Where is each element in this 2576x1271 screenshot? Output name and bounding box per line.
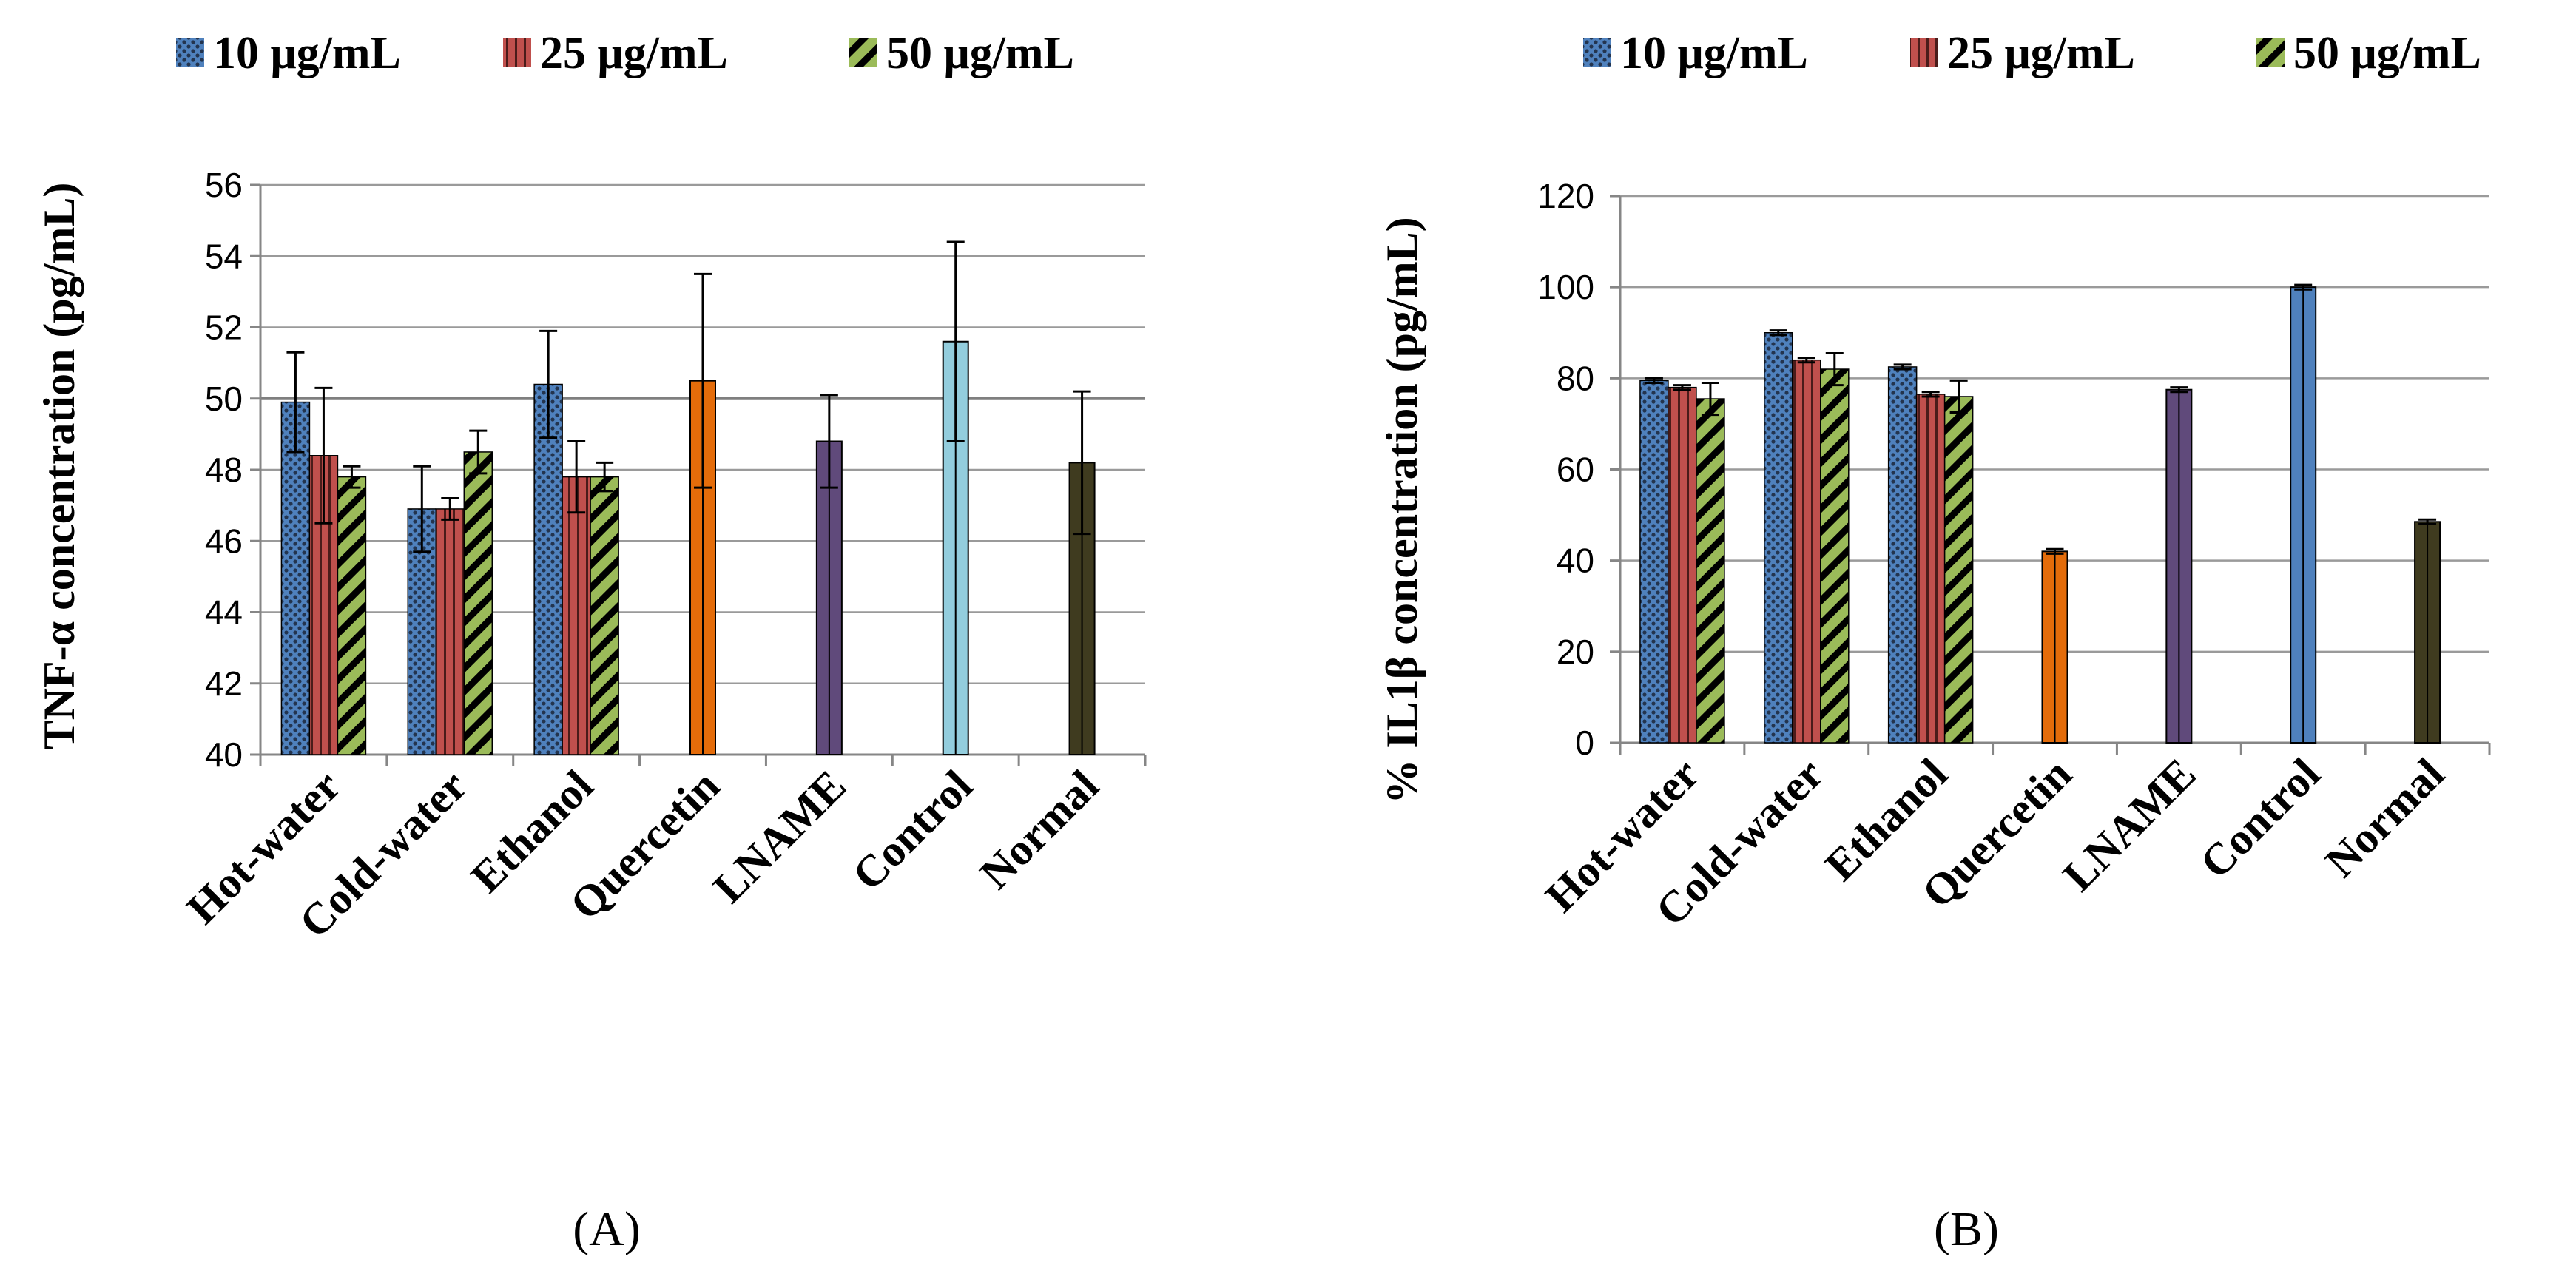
y-tick-label: 80 xyxy=(1557,359,1594,397)
panel-b: 10 μg/mL 25 μg/mL 50 μg/mL 0 20 40 60 80 100 1… xyxy=(1378,28,2491,1256)
bar-ethanol-25 xyxy=(562,476,591,755)
y-tick-label: 48 xyxy=(205,451,243,489)
bar-cold-water-10 xyxy=(1764,332,1793,744)
y-tick-label: 56 xyxy=(205,166,243,204)
x-category-label: Control xyxy=(2191,749,2329,888)
y-tick-label: 120 xyxy=(1537,177,1594,215)
panel-b-plot: 020406080100120Hot-waterCold-waterEthano… xyxy=(1536,177,2491,935)
y-tick-label: 44 xyxy=(205,593,243,632)
x-category-label: Normal xyxy=(971,761,1108,899)
bar-cold-water-50 xyxy=(463,451,493,755)
legend-label-10: 10 μg/mL xyxy=(1620,28,1808,78)
legend-label-10: 10 μg/mL xyxy=(213,28,401,78)
y-tick-label: 40 xyxy=(1557,542,1594,580)
panel-b-ylabel: % IL1β concentration (pg/mL) xyxy=(1378,217,1426,803)
y-tick-label: 54 xyxy=(205,237,243,275)
bar-ethanol-10 xyxy=(1887,366,1918,744)
legend-label-25: 25 μg/mL xyxy=(540,28,728,78)
x-category-label: LNAME xyxy=(704,761,855,913)
legend-label-50: 50 μg/mL xyxy=(2293,28,2481,78)
y-tick-label: 46 xyxy=(205,522,243,560)
legend-label-25: 25 μg/mL xyxy=(1947,28,2135,78)
legend-swatch-10 xyxy=(176,38,204,67)
bar-cold-water-25 xyxy=(1792,359,1821,744)
bar-hot-water-10 xyxy=(1639,380,1669,744)
x-category-label: LNAME xyxy=(2054,749,2205,901)
legend-swatch-25 xyxy=(1910,38,1938,67)
bar-hot-water-25 xyxy=(308,455,339,755)
panel-a-ylabel: TNF-α concentration (pg/mL) xyxy=(35,183,84,750)
panel-a: 10 μg/mL 25 μg/mL 50 μg/mL 40 42 44 46 48 50 5… xyxy=(35,28,1147,1256)
legend-label-50: 50 μg/mL xyxy=(886,28,1074,78)
legend-swatch-50 xyxy=(2256,38,2285,67)
bar-hot-water-10 xyxy=(280,401,311,755)
bar-hot-water-50 xyxy=(337,476,367,755)
y-tick-label: 40 xyxy=(205,735,243,774)
x-category-label: Normal xyxy=(2316,749,2454,887)
y-tick-label: 50 xyxy=(205,380,243,418)
bar-cold-water-25 xyxy=(435,508,465,755)
bar-ethanol-50 xyxy=(590,476,619,755)
bar-cold-water-50 xyxy=(1820,368,1850,744)
bar-hot-water-25 xyxy=(1668,386,1697,744)
bar-ethanol-50 xyxy=(1943,396,1974,744)
bar-ethanol-10 xyxy=(533,383,563,755)
legend-swatch-25 xyxy=(503,38,531,67)
x-category-label: Control xyxy=(843,761,982,900)
y-tick-label: 60 xyxy=(1557,451,1594,489)
legend-swatch-10 xyxy=(1583,38,1611,67)
bar-ethanol-25 xyxy=(1915,394,1946,744)
y-tick-label: 100 xyxy=(1537,268,1594,306)
y-tick-label: 42 xyxy=(205,664,243,703)
panel-a-legend: 10 μg/mL 25 μg/mL 50 μg/mL xyxy=(176,28,1074,78)
bar-hot-water-50 xyxy=(1696,398,1725,744)
y-tick-label: 52 xyxy=(205,309,243,347)
panel-b-legend: 10 μg/mL 25 μg/mL 50 μg/mL xyxy=(1583,28,2481,78)
panel-b-label: (B) xyxy=(1934,1202,1999,1256)
panel-a-label: (A) xyxy=(573,1202,641,1256)
panel-a-plot: 404244464850525456Hot-waterCold-waterEth… xyxy=(178,166,1147,947)
legend-swatch-50 xyxy=(849,38,877,67)
y-tick-label: 0 xyxy=(1575,724,1594,762)
y-tick-label: 20 xyxy=(1557,633,1594,671)
